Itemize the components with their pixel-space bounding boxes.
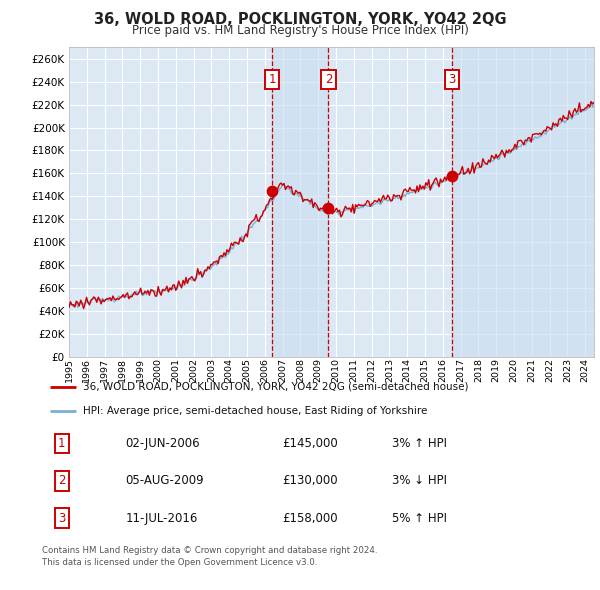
- Text: 3% ↓ HPI: 3% ↓ HPI: [392, 474, 447, 487]
- Text: 3: 3: [58, 512, 65, 525]
- Point: [268, 186, 277, 195]
- Text: HPI: Average price, semi-detached house, East Riding of Yorkshire: HPI: Average price, semi-detached house,…: [83, 406, 427, 416]
- Text: 36, WOLD ROAD, POCKLINGTON, YORK, YO42 2QG: 36, WOLD ROAD, POCKLINGTON, YORK, YO42 2…: [94, 12, 506, 27]
- Text: 2: 2: [325, 73, 332, 86]
- Text: This data is licensed under the Open Government Licence v3.0.: This data is licensed under the Open Gov…: [42, 558, 317, 566]
- Text: 36, WOLD ROAD, POCKLINGTON, YORK, YO42 2QG (semi-detached house): 36, WOLD ROAD, POCKLINGTON, YORK, YO42 2…: [83, 382, 468, 392]
- Text: 1: 1: [58, 437, 65, 450]
- Text: £145,000: £145,000: [282, 437, 338, 450]
- Text: 1: 1: [268, 73, 276, 86]
- Bar: [452, 47, 594, 357]
- Text: £158,000: £158,000: [282, 512, 338, 525]
- Text: 3: 3: [448, 73, 455, 86]
- Text: Price paid vs. HM Land Registry's House Price Index (HPI): Price paid vs. HM Land Registry's House …: [131, 24, 469, 37]
- Text: Contains HM Land Registry data © Crown copyright and database right 2024.: Contains HM Land Registry data © Crown c…: [42, 546, 377, 555]
- Bar: [272, 47, 328, 357]
- Text: £130,000: £130,000: [282, 474, 338, 487]
- Text: 11-JUL-2016: 11-JUL-2016: [125, 512, 198, 525]
- Point: [447, 171, 457, 181]
- Text: 5% ↑ HPI: 5% ↑ HPI: [392, 512, 447, 525]
- Text: 3% ↑ HPI: 3% ↑ HPI: [392, 437, 447, 450]
- Text: 2: 2: [58, 474, 65, 487]
- Point: [323, 203, 333, 212]
- Text: 05-AUG-2009: 05-AUG-2009: [125, 474, 204, 487]
- Text: 02-JUN-2006: 02-JUN-2006: [125, 437, 200, 450]
